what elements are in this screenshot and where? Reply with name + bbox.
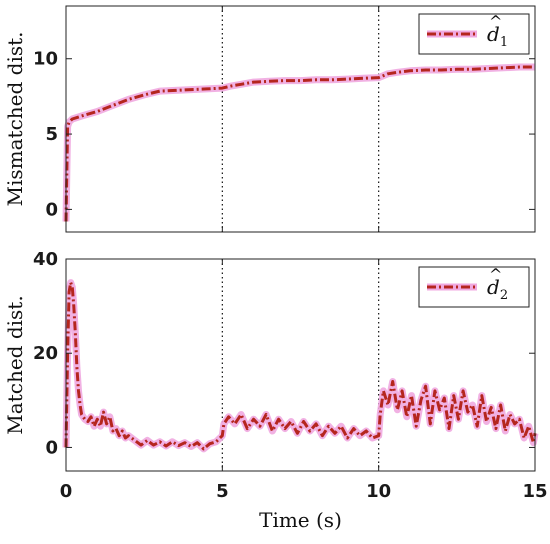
series-line [64, 281, 537, 451]
legend-label-subscript: 2 [500, 288, 508, 303]
y-tick-label: 0 [45, 437, 58, 458]
y-axis-label: Mismatched dist. [3, 32, 27, 207]
axes-frame [65, 5, 536, 233]
axes-frame [65, 258, 536, 472]
legend-label-hat: ^ [489, 12, 502, 31]
y-tick-label: 0 [45, 199, 58, 220]
x-tick-label: 5 [216, 481, 229, 502]
legend-label-subscript: 1 [500, 35, 508, 50]
x-tick-label: 10 [366, 481, 391, 502]
y-axis-label: Matched dist. [3, 295, 27, 434]
y-tick-label: 20 [33, 343, 58, 364]
y-tick-label: 5 [45, 124, 58, 145]
series-line [64, 65, 535, 222]
x-tick-label: 0 [60, 481, 73, 502]
legend-label-hat: ^ [489, 265, 502, 284]
y-tick-label: 40 [33, 249, 58, 270]
legend: d1^ [418, 12, 530, 55]
y-tick-label: 10 [33, 49, 58, 70]
x-tick-label: 15 [522, 481, 547, 502]
legend: d2^ [418, 265, 530, 308]
x-axis-label: Time (s) [259, 508, 342, 532]
